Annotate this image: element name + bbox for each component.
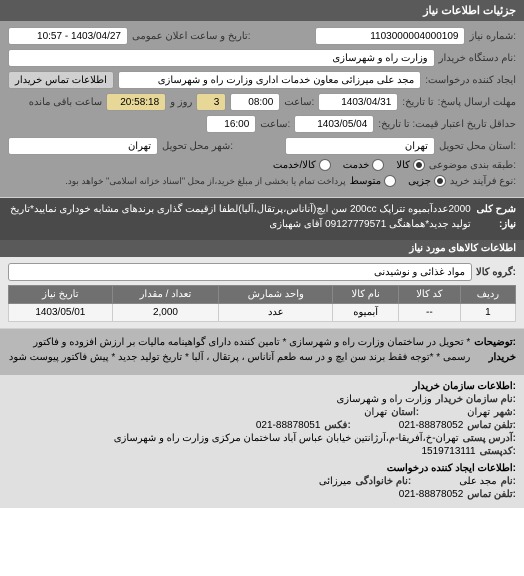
days-remain-label: روز و xyxy=(170,97,192,108)
panel-header: جزئیات اطلاعات نیاز xyxy=(0,0,524,21)
buyer-fax-label: :فکس xyxy=(324,420,350,431)
buyer-desc-label: :توضیحات خریدار xyxy=(474,335,516,365)
item-type-radios: کالا خدمت کالا/خدمت xyxy=(273,159,425,171)
creator-phone-value: 021-88878052 xyxy=(399,489,464,500)
purchase-type-radios: جزیی متوسط xyxy=(350,175,446,187)
price-validity-date: 1403/05/04 xyxy=(294,115,374,133)
buyer-postal-value: 1519713111 xyxy=(421,446,475,457)
form-section-1: :شماره نیاز 1103000004000109 :تاریخ و سا… xyxy=(0,21,524,198)
radio-medium-label: متوسط xyxy=(350,176,381,187)
need-title-content: 2000عددآبمیوه تتراپک 200cc سن ایچ(آناناس… xyxy=(8,202,471,232)
col-name: نام کالا xyxy=(333,286,398,304)
radio-goods[interactable]: کالا xyxy=(396,159,425,171)
radio-goods-service-circle xyxy=(319,159,331,171)
radio-service[interactable]: خدمت xyxy=(343,159,385,171)
need-number-label: :شماره نیاز xyxy=(469,31,516,42)
need-number-value: 1103000004000109 xyxy=(315,27,465,45)
items-table: ردیف کد کالا نام کالا واحد شمارش تعداد /… xyxy=(8,285,516,322)
contact-button[interactable]: اطلاعات تماس خریدار xyxy=(8,71,114,89)
creator-info-header: :اطلاعات ایجاد کننده درخواست xyxy=(8,463,516,474)
buyer-city-value: تهران xyxy=(467,407,490,418)
purchase-note: پرداخت تمام یا بخشی از مبلغ خرید،از محل … xyxy=(65,176,345,187)
deadline-time: 08:00 xyxy=(230,93,280,111)
announce-datetime-value: 1403/04/27 - 10:57 xyxy=(8,27,128,45)
radio-minor[interactable]: جزیی xyxy=(408,175,446,187)
deadline-until-label: تا تاریخ: xyxy=(402,97,433,108)
requester-org-value: وزارت راه و شهرسازی xyxy=(8,49,435,67)
buyer-province-label: :استان xyxy=(391,407,419,418)
radio-medium[interactable]: متوسط xyxy=(350,175,396,187)
radio-minor-circle xyxy=(434,175,446,187)
buyer-phone-label: :تلفن تماس xyxy=(467,420,516,431)
hours-remain: 20:58:18 xyxy=(106,93,166,111)
buyer-province-value: تهران xyxy=(364,407,387,418)
buyer-org-label: :نام سازمان خریدار xyxy=(436,394,516,405)
delivery-province: تهران xyxy=(285,137,435,155)
buyer-address-value: تهران-خ،آفریقا-م،آرژانتین خیابان عباس آب… xyxy=(114,433,459,444)
creator-family-value: میرزائی xyxy=(319,476,352,487)
panel-title: جزئیات اطلاعات نیاز xyxy=(423,5,516,17)
cell-code: -- xyxy=(398,304,460,322)
items-section: :گروه کالا مواد غذائی و نوشیدنی ردیف کد … xyxy=(0,257,524,329)
table-header-row: ردیف کد کالا نام کالا واحد شمارش تعداد /… xyxy=(9,286,516,304)
purchase-type-label: :نوع فرآیند خرید xyxy=(450,176,516,187)
group-value: مواد غذائی و نوشیدنی xyxy=(8,263,472,281)
item-type-label: :طبقه بندی موضوعی xyxy=(429,160,516,171)
col-code: کد کالا xyxy=(398,286,460,304)
creator-value: مجد علی میرزائی معاون خدمات اداری وزارت … xyxy=(118,71,421,89)
creator-family-label: :نام خانوادگی xyxy=(356,476,412,487)
radio-service-circle xyxy=(372,159,384,171)
col-date: تاریخ نیاز xyxy=(9,286,113,304)
buyer-fax-value: 021-88878051 xyxy=(256,420,321,431)
items-header: اطلاعات کالاهای مورد نیاز xyxy=(0,240,524,257)
buyer-postal-label: :کدپستی xyxy=(480,446,516,457)
buyer-address-label: :آدرس پستی xyxy=(463,433,516,444)
buyer-org-value: وزارت راه و شهرسازی xyxy=(336,394,431,405)
creator-phone-label: :تلفن تماس xyxy=(467,489,516,500)
creator-label: ایجاد کننده درخواست: xyxy=(425,75,516,86)
radio-goods-service-label: کالا/خدمت xyxy=(273,160,316,171)
cell-date: 1403/05/01 xyxy=(9,304,113,322)
delivery-province-label: :استان محل تحویل xyxy=(439,141,516,152)
price-validity-time-label: :ساعت xyxy=(260,119,290,130)
deadline-time-label: :ساعت xyxy=(284,97,314,108)
price-validity-label: حداقل تاریخ اعتبار قیمت: تا تاریخ: xyxy=(378,119,516,130)
buyer-desc-section: :توضیحات خریدار * تحویل در ساختمان وزارت… xyxy=(0,329,524,375)
radio-medium-circle xyxy=(384,175,396,187)
radio-goods-circle xyxy=(413,159,425,171)
creator-name-label: :نام xyxy=(501,476,516,487)
radio-minor-label: جزیی xyxy=(408,176,431,187)
col-row: ردیف xyxy=(460,286,515,304)
col-unit: واحد شمارش xyxy=(219,286,333,304)
radio-goods-service[interactable]: کالا/خدمت xyxy=(273,159,331,171)
price-validity-time: 16:00 xyxy=(206,115,256,133)
announce-datetime-label: :تاریخ و ساعت اعلان عمومی xyxy=(132,31,251,42)
buyer-desc-content: * تحویل در ساختمان وزارت راه و شهرسازی *… xyxy=(8,335,470,365)
buyer-info-section: :اطلاعات سازمان خریدار :نام سازمان خریدا… xyxy=(0,375,524,508)
buyer-info-header: :اطلاعات سازمان خریدار xyxy=(8,381,516,392)
buyer-phone-value: 021-88878052 xyxy=(399,420,464,431)
need-title-label: شرح کلی نیاز: xyxy=(475,202,516,232)
cell-name: آبمیوه xyxy=(333,304,398,322)
delivery-city-label: :شهر محل تحویل xyxy=(162,141,233,152)
table-row: 1 -- آبمیوه عدد 2,000 1403/05/01 xyxy=(9,304,516,322)
delivery-city: تهران xyxy=(8,137,158,155)
col-qty: تعداد / مقدار xyxy=(112,286,219,304)
need-title-bar: شرح کلی نیاز: 2000عددآبمیوه تتراپک 200cc… xyxy=(0,198,524,240)
buyer-city-label: :شهر xyxy=(494,407,516,418)
cell-unit: عدد xyxy=(219,304,333,322)
cell-qty: 2,000 xyxy=(112,304,219,322)
deadline-date: 1403/04/31 xyxy=(318,93,398,111)
deadline-label: مهلت ارسال پاسخ: xyxy=(438,97,516,108)
cell-row: 1 xyxy=(460,304,515,322)
hours-remain-label: ساعت باقی مانده xyxy=(29,97,102,108)
radio-goods-label: کالا xyxy=(396,160,410,171)
group-label: :گروه کالا xyxy=(476,267,516,278)
radio-service-label: خدمت xyxy=(343,160,370,171)
creator-name-value: مجد علی xyxy=(459,476,496,487)
days-remain: 3 xyxy=(196,93,226,111)
requester-org-label: :نام دستگاه خریدار xyxy=(439,53,516,64)
